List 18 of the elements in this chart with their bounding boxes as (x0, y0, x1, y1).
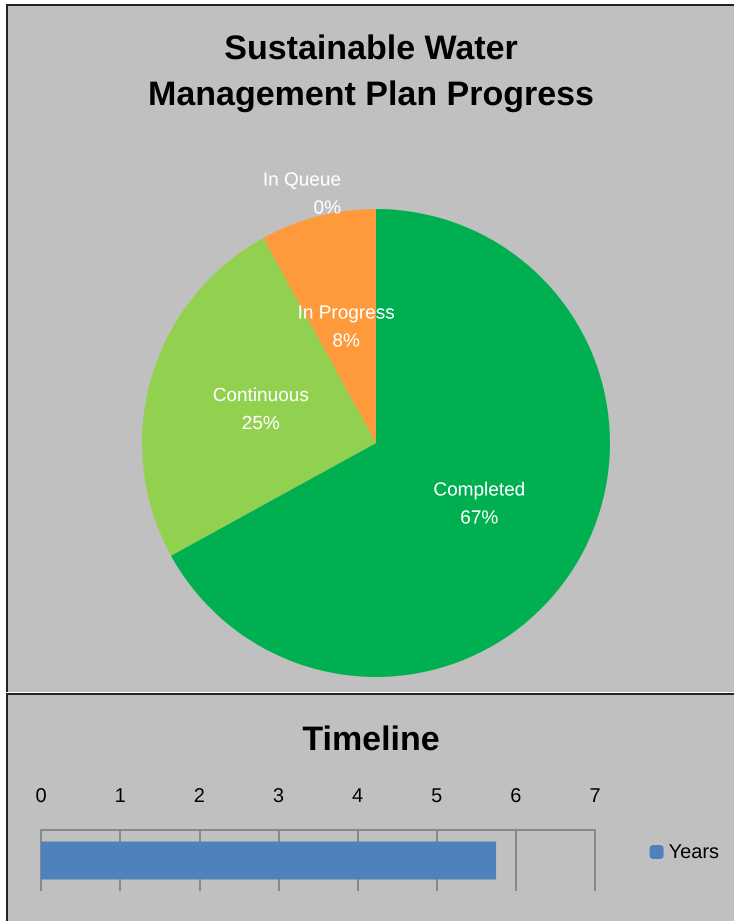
slice-label: Completed (433, 480, 526, 501)
x-tick-label: 6 (510, 785, 522, 807)
chart-title: Sustainable Water Management Plan Progress (148, 29, 594, 113)
x-tick-label: 3 (272, 785, 284, 807)
x-tick-label: 1 (114, 785, 126, 807)
category-label: In Queue (262, 170, 341, 190)
legend-label: Years (668, 841, 720, 863)
text: 0% (314, 198, 341, 218)
data-label: 8% (332, 330, 360, 352)
slice-label: Continuous (212, 385, 309, 406)
data-label: 67% (460, 508, 498, 529)
data-label: 25% (242, 413, 280, 434)
x-tick-label: 2 (194, 785, 205, 807)
chart-title: Timeline (302, 720, 440, 758)
x-tick-label: 0 (35, 785, 47, 807)
x-tick-label: 5 (431, 785, 442, 807)
x-tick-label: 7 (589, 785, 601, 807)
x-tick-label: 4 (352, 785, 364, 807)
